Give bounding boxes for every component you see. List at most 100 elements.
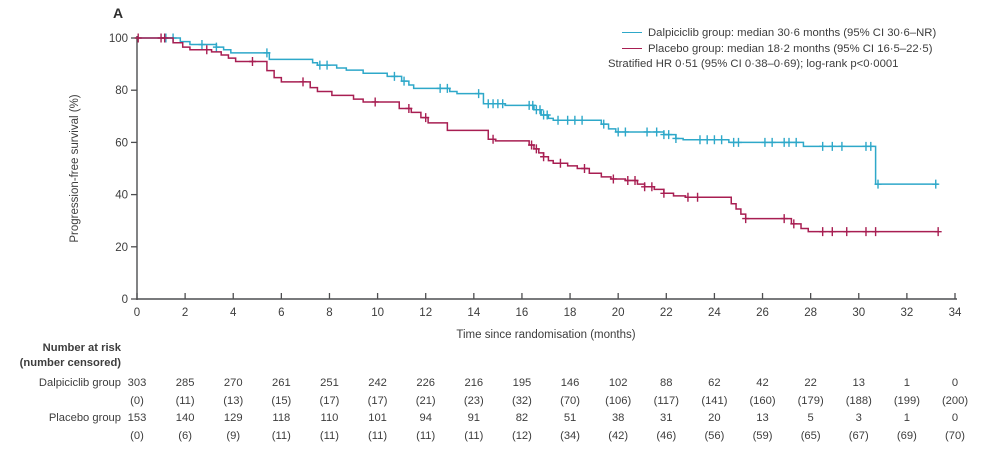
censor-mark-dalpiciclib xyxy=(665,130,673,140)
censored-count: (17) xyxy=(319,395,340,407)
censor-mark-placebo xyxy=(648,182,656,192)
censor-mark-placebo xyxy=(934,227,942,237)
censor-mark-placebo xyxy=(624,176,632,186)
censor-mark-dalpiciclib xyxy=(543,110,551,120)
x-tick-label: 28 xyxy=(804,307,817,319)
censor-mark-placebo xyxy=(694,192,702,202)
censor-mark-dalpiciclib xyxy=(838,141,846,151)
dalpiciclib-line-swatch xyxy=(622,32,642,33)
at-risk-count: 51 xyxy=(563,412,577,424)
at-risk-count: 270 xyxy=(223,377,243,389)
risk-row-label-dalpiciclib: Dalpiciclib group xyxy=(38,377,121,389)
censored-count: (200) xyxy=(941,395,969,407)
at-risk-count: 102 xyxy=(608,377,628,389)
at-risk-count: 0 xyxy=(951,412,959,424)
y-tick-label: 20 xyxy=(115,242,128,254)
censor-mark-dalpiciclib xyxy=(554,115,562,125)
y-tick-label: 0 xyxy=(122,294,128,306)
x-tick-label: 12 xyxy=(419,307,432,319)
x-tick-label: 24 xyxy=(708,307,721,319)
censored-count: (11) xyxy=(271,430,291,442)
at-risk-count: 101 xyxy=(368,412,387,424)
censor-mark-placebo xyxy=(790,219,798,229)
censor-mark-placebo xyxy=(489,134,497,144)
censored-count: (179) xyxy=(797,395,824,407)
censor-mark-placebo xyxy=(556,158,564,168)
censor-mark-dalpiciclib xyxy=(400,76,408,86)
at-risk-count: 216 xyxy=(464,377,484,389)
censored-count: (188) xyxy=(845,395,872,407)
censor-mark-placebo xyxy=(631,176,639,186)
km-curve-placebo xyxy=(137,37,939,233)
censor-mark-placebo xyxy=(371,97,379,107)
censored-count: (11) xyxy=(319,430,340,442)
censored-count: (32) xyxy=(511,395,532,407)
at-risk-count: 303 xyxy=(127,377,147,389)
risk-row-label-placebo: Placebo group xyxy=(48,412,121,424)
censor-mark-placebo xyxy=(872,227,880,237)
at-risk-count: 153 xyxy=(127,412,147,424)
censored-count: (21) xyxy=(415,395,436,407)
at-risk-count: 261 xyxy=(272,377,291,389)
censor-mark-placebo xyxy=(248,56,256,66)
censored-count: (6) xyxy=(178,430,192,442)
censor-mark-dalpiciclib xyxy=(672,133,680,143)
censor-mark-dalpiciclib xyxy=(263,48,271,58)
censor-mark-dalpiciclib xyxy=(710,135,718,145)
at-risk-count: 1 xyxy=(903,412,910,424)
censored-count: (56) xyxy=(704,430,725,442)
censor-mark-dalpiciclib xyxy=(198,40,206,50)
censor-mark-placebo xyxy=(780,214,788,224)
censor-mark-dalpiciclib xyxy=(696,135,704,145)
censored-count: (106) xyxy=(605,395,632,407)
censored-count: (67) xyxy=(848,430,869,442)
censor-mark-dalpiciclib xyxy=(703,135,711,145)
at-risk-count: 1 xyxy=(903,377,910,389)
at-risk-count: 0 xyxy=(951,377,959,389)
risk-table-header-line2: (number censored) xyxy=(19,357,121,369)
legend: Dalpiciclib group: median 30·6 months (9… xyxy=(608,26,936,73)
censored-count: (17) xyxy=(367,395,388,407)
at-risk-count: 94 xyxy=(419,412,432,424)
censor-mark-placebo xyxy=(528,140,536,150)
censored-count: (65) xyxy=(800,430,821,442)
at-risk-count: 129 xyxy=(223,412,243,424)
at-risk-count: 42 xyxy=(756,377,769,389)
censor-mark-dalpiciclib xyxy=(785,137,793,147)
censor-mark-placebo xyxy=(134,33,142,43)
at-risk-count: 242 xyxy=(368,377,387,389)
at-risk-count: 118 xyxy=(272,412,291,424)
censored-count: (69) xyxy=(896,430,917,442)
at-risk-count: 226 xyxy=(416,377,436,389)
legend-entry-placebo: Placebo group: median 18·2 months (95% C… xyxy=(608,42,936,58)
censored-count: (11) xyxy=(368,430,388,442)
y-tick-label: 80 xyxy=(115,85,128,97)
censored-count: (70) xyxy=(560,395,580,407)
at-risk-count: 146 xyxy=(560,377,580,389)
censored-count: (117) xyxy=(653,395,679,407)
censored-count: (0) xyxy=(130,430,144,442)
at-risk-count: 3 xyxy=(855,412,862,424)
x-tick-label: 14 xyxy=(467,307,480,319)
censor-mark-dalpiciclib xyxy=(316,60,324,70)
y-tick-label: 100 xyxy=(109,33,128,45)
censor-mark-dalpiciclib xyxy=(499,99,507,109)
at-risk-count: 195 xyxy=(512,377,532,389)
at-risk-count: 285 xyxy=(175,377,195,389)
censor-mark-dalpiciclib xyxy=(564,115,572,125)
censor-mark-placebo xyxy=(161,33,169,43)
at-risk-count: 88 xyxy=(660,377,673,389)
censored-count: (11) xyxy=(464,430,484,442)
x-tick-label: 4 xyxy=(230,307,237,319)
censor-mark-dalpiciclib xyxy=(768,137,776,147)
x-tick-label: 6 xyxy=(278,307,284,319)
censor-mark-dalpiciclib xyxy=(792,137,800,147)
censor-mark-dalpiciclib xyxy=(614,127,622,137)
censored-count: (46) xyxy=(656,430,677,442)
x-tick-label: 22 xyxy=(660,307,673,319)
censor-mark-dalpiciclib xyxy=(819,141,827,151)
at-risk-count: 251 xyxy=(320,377,339,389)
